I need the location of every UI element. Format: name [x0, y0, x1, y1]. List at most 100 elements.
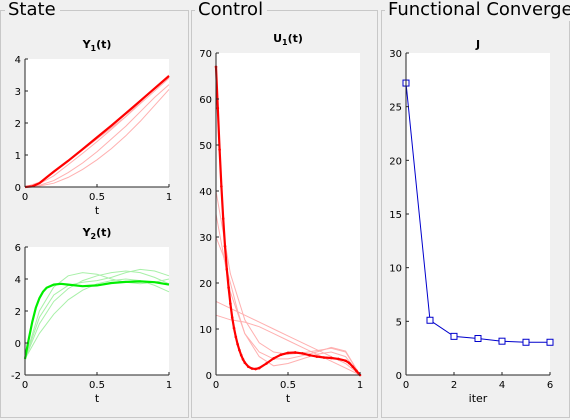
y2-ytick-label: 2	[15, 307, 21, 318]
u1-title: U1(t)	[273, 32, 303, 47]
u1-point	[329, 356, 333, 360]
u1-xtick-label: 1	[357, 380, 363, 391]
j-ytick-label: 15	[389, 210, 402, 221]
j-xlabel: iter	[469, 392, 488, 405]
j-point	[474, 335, 482, 343]
y2-xtick-label: 0	[22, 380, 28, 391]
u1-point	[234, 335, 238, 339]
u1-point	[265, 362, 268, 365]
j-ytick-label: 25	[389, 103, 402, 114]
y1-faint-series-0	[24, 84, 170, 188]
y1-ytick-label: 2	[15, 119, 21, 130]
u1-ytick-label: 10	[199, 325, 212, 336]
y2-main-series	[23, 280, 170, 360]
u1-ytick-label: 30	[199, 233, 212, 244]
j-xtick-label: 4	[499, 380, 505, 391]
j-point	[498, 337, 506, 345]
j-xtick-label: 0	[403, 380, 409, 391]
j-ytick-label: 30	[389, 49, 402, 60]
u1-xtick-label: 0	[213, 380, 219, 391]
u1-point	[337, 357, 340, 361]
y1-xtick-label: 1	[166, 192, 172, 203]
u1-faint-series-4	[215, 314, 361, 376]
j-ytick-label: 0	[396, 371, 402, 382]
j-title: J	[475, 38, 480, 51]
j-xtick-label: 2	[451, 380, 457, 391]
u1-ytick-label: 20	[199, 279, 212, 290]
u1-point	[351, 365, 355, 369]
y2-title: Y2(t)	[82, 226, 112, 241]
state-panel: State	[0, 0, 189, 418]
u1-point	[279, 353, 283, 357]
y2-plot-area	[25, 247, 169, 375]
u1-ytick-label: 70	[199, 49, 212, 60]
u1-xlabel: t	[286, 392, 291, 405]
u1-point	[315, 355, 319, 358]
u1-point	[272, 357, 275, 360]
j-ytick-label: 20	[389, 156, 402, 167]
y2-ytick-label: 0	[15, 339, 21, 350]
u1-point	[223, 244, 227, 248]
u1-ytick-label: 50	[199, 141, 212, 152]
u1-point	[301, 352, 304, 355]
j-xtick-label: 6	[547, 380, 553, 391]
j-point	[522, 338, 530, 346]
y1-ytick-label: 4	[15, 55, 21, 66]
u1-faint-series-3	[215, 213, 361, 376]
u1-point	[344, 359, 347, 363]
control-panel: Control	[191, 0, 378, 418]
u1-point	[236, 342, 239, 346]
y1-main-series	[24, 75, 170, 189]
j-point	[426, 316, 434, 324]
u1-point	[221, 217, 225, 220]
u1-point	[229, 302, 232, 306]
u1-point	[227, 286, 230, 289]
u1-point	[241, 358, 245, 361]
u1-point	[322, 356, 326, 359]
u1-point	[247, 365, 250, 369]
j-point	[450, 332, 458, 340]
u1-point	[220, 185, 223, 188]
y2-xtick-label: 1	[166, 380, 172, 391]
y1-ytick-label: 3	[15, 87, 21, 98]
control-panel-title: Control	[195, 0, 268, 21]
y2-xlabel: t	[95, 392, 100, 405]
u1-point	[238, 348, 241, 352]
y1-ytick-label: 0	[15, 183, 21, 194]
u1-point	[232, 326, 236, 330]
u1-point	[225, 267, 229, 271]
u1-point	[239, 353, 243, 357]
y2-faint-series-0	[24, 270, 170, 360]
u1-ytick-label: 0	[206, 371, 212, 382]
y1-xlabel: t	[95, 204, 100, 217]
y2-faint-series-1	[24, 272, 170, 360]
u1-ytick-label: 60	[199, 95, 212, 106]
convergence-panel-title: Functional Converge	[385, 0, 570, 21]
u1-point	[230, 316, 234, 319]
y2-faint-series-3	[24, 268, 170, 360]
y1-xtick-label: 0	[22, 192, 28, 203]
u1-point	[216, 106, 220, 110]
j-ytick-label: 10	[389, 264, 402, 275]
u1-point	[293, 351, 297, 354]
y1-plot-area	[25, 59, 169, 187]
u1-point	[250, 367, 254, 370]
u1-point	[257, 366, 261, 370]
u1-point	[355, 369, 358, 373]
u1-point	[347, 361, 351, 365]
u1-faint-series-1	[215, 190, 361, 376]
y1-title: Y1(t)	[82, 38, 112, 53]
u1-point	[243, 361, 247, 364]
u1-ytick-label: 40	[199, 187, 212, 198]
y1-ytick-label: 1	[15, 151, 21, 162]
u1-plot-area	[216, 53, 360, 375]
j-ytick-label: 5	[396, 317, 402, 328]
y1-xtick-label: 0.5	[89, 192, 105, 203]
y2-ytick-label: -2	[11, 371, 21, 382]
u1-faint-series-2	[215, 236, 361, 376]
u1-xtick-label: 0.5	[280, 380, 296, 391]
u1-point	[218, 148, 221, 151]
state-panel-title: State	[5, 0, 60, 21]
y2-ytick-label: 4	[15, 275, 21, 286]
